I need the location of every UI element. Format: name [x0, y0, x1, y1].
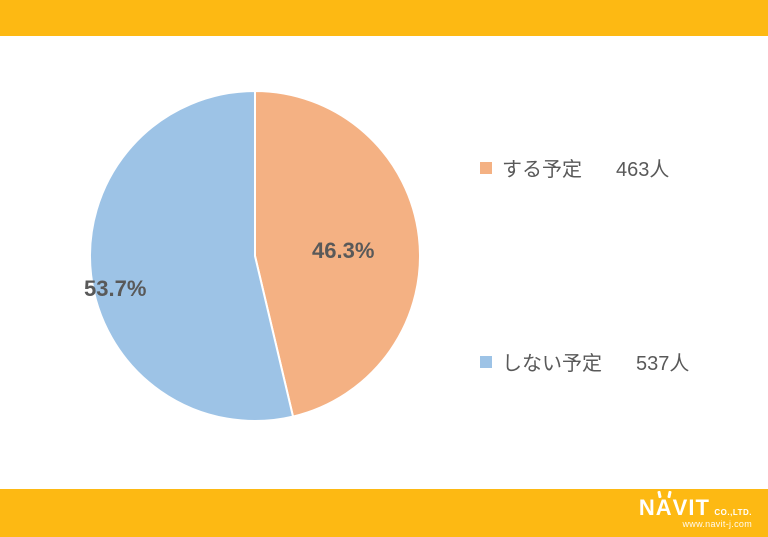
legend-item-yes: する予定 463人 [480, 153, 669, 182]
legend-swatch-yes [480, 162, 492, 174]
brand-logo: NAVIT CO.,LTD. www.navit-j.com [639, 497, 752, 529]
pie-chart-container: 46.3% 53.7% [0, 36, 480, 489]
legend-label-yes: する予定 [502, 153, 582, 182]
pct-label-no: 53.7% [84, 276, 146, 302]
legend-swatch-no [480, 356, 492, 368]
legend-label-no: しない予定 [502, 347, 602, 376]
legend: する予定 463人しない予定 537人 [480, 36, 768, 489]
legend-count-no: 537人 [636, 347, 689, 376]
brand-suffix: CO.,LTD. [714, 508, 752, 517]
legend-count-yes: 463人 [616, 153, 669, 182]
legend-item-no: しない予定 537人 [480, 347, 689, 376]
top-accent-bar [0, 0, 768, 36]
brand-name: NAVIT [639, 495, 710, 520]
logo-a-icon: A [656, 497, 673, 519]
bottom-accent-bar: NAVIT CO.,LTD. www.navit-j.com [0, 489, 768, 537]
pct-label-yes: 46.3% [312, 238, 374, 264]
brand-url: www.navit-j.com [639, 520, 752, 529]
pie-chart [0, 36, 480, 489]
chart-area: 46.3% 53.7% する予定 463人しない予定 537人 [0, 36, 768, 489]
